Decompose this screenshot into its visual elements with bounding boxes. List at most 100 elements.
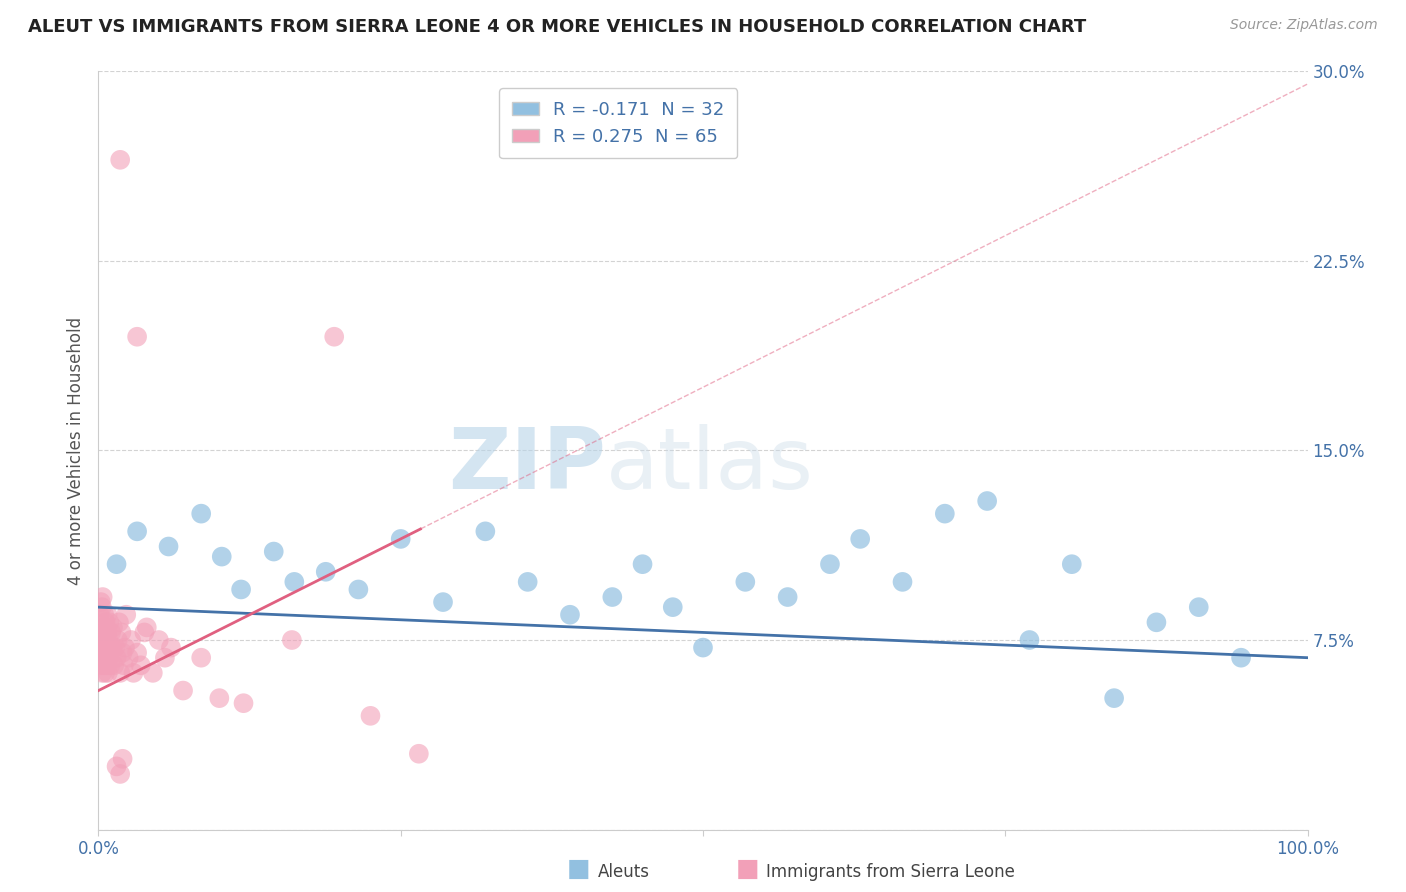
- Point: [100, 640, 122, 655]
- Point: [93, 658, 115, 673]
- Point: [90, 600, 112, 615]
- Point: [849, 532, 872, 546]
- Point: [89, 640, 111, 655]
- Point: [1146, 615, 1168, 630]
- Point: [96, 620, 118, 634]
- Point: [93, 607, 115, 622]
- Point: [98, 646, 121, 660]
- Point: [127, 330, 149, 344]
- Point: [662, 600, 685, 615]
- Point: [115, 607, 138, 622]
- Point: [96, 607, 118, 622]
- Point: [976, 494, 998, 508]
- Point: [818, 557, 841, 572]
- Point: [111, 752, 134, 766]
- Point: [120, 633, 142, 648]
- Point: [602, 590, 624, 604]
- Point: [408, 747, 430, 761]
- Point: [347, 582, 370, 597]
- Point: [1230, 650, 1253, 665]
- Y-axis label: 4 or more Vehicles in Household: 4 or more Vehicles in Household: [66, 317, 84, 584]
- Point: [190, 650, 212, 665]
- Point: [114, 640, 136, 655]
- Point: [96, 658, 118, 673]
- Point: [96, 625, 118, 640]
- Point: [108, 153, 131, 167]
- Point: [93, 625, 115, 640]
- Point: [153, 650, 176, 665]
- Point: [90, 625, 112, 640]
- Point: [94, 633, 117, 648]
- Text: ■: ■: [567, 857, 591, 881]
- Point: [157, 540, 180, 554]
- Point: [93, 640, 115, 655]
- Point: [97, 665, 120, 680]
- Point: [107, 633, 129, 648]
- Point: [432, 595, 454, 609]
- Point: [934, 507, 956, 521]
- Point: [96, 640, 118, 655]
- Point: [100, 625, 122, 640]
- Point: [190, 507, 212, 521]
- Point: [111, 646, 134, 660]
- Point: [108, 665, 131, 680]
- Point: [103, 658, 125, 673]
- Point: [315, 565, 337, 579]
- Point: [281, 633, 304, 648]
- Point: [108, 615, 131, 630]
- Point: [91, 650, 114, 665]
- Point: [93, 646, 115, 660]
- Point: [91, 620, 114, 634]
- Point: [101, 640, 124, 655]
- Point: [263, 544, 285, 558]
- Point: [232, 696, 254, 710]
- Legend: R = -0.171  N = 32, R = 0.275  N = 65: R = -0.171 N = 32, R = 0.275 N = 65: [499, 88, 737, 158]
- Point: [558, 607, 581, 622]
- Point: [734, 574, 756, 589]
- Point: [1018, 633, 1040, 648]
- Text: atlas: atlas: [606, 424, 814, 508]
- Point: [127, 646, 149, 660]
- Point: [389, 532, 412, 546]
- Point: [776, 590, 799, 604]
- Point: [90, 595, 112, 609]
- Point: [91, 590, 114, 604]
- Point: [90, 658, 112, 673]
- Point: [91, 633, 114, 648]
- Point: [891, 574, 914, 589]
- Point: [135, 620, 157, 634]
- Point: [148, 633, 170, 648]
- Text: Aleuts: Aleuts: [598, 863, 650, 881]
- Point: [208, 691, 231, 706]
- Point: [98, 615, 121, 630]
- Point: [108, 767, 131, 781]
- Point: [360, 708, 382, 723]
- Text: ■: ■: [735, 857, 759, 881]
- Point: [1188, 600, 1211, 615]
- Point: [142, 665, 165, 680]
- Point: [172, 683, 194, 698]
- Point: [94, 615, 117, 630]
- Text: ALEUT VS IMMIGRANTS FROM SIERRA LEONE 4 OR MORE VEHICLES IN HOUSEHOLD CORRELATIO: ALEUT VS IMMIGRANTS FROM SIERRA LEONE 4 …: [28, 18, 1087, 36]
- Point: [122, 665, 145, 680]
- Point: [89, 607, 111, 622]
- Point: [134, 625, 156, 640]
- Point: [97, 633, 120, 648]
- Point: [229, 582, 252, 597]
- Point: [516, 574, 538, 589]
- Point: [100, 658, 122, 673]
- Point: [110, 625, 132, 640]
- Point: [474, 524, 496, 539]
- Text: Source: ZipAtlas.com: Source: ZipAtlas.com: [1230, 18, 1378, 32]
- Point: [105, 650, 128, 665]
- Point: [283, 574, 305, 589]
- Text: ZIP: ZIP: [449, 424, 606, 508]
- Point: [97, 650, 120, 665]
- Point: [631, 557, 654, 572]
- Point: [127, 524, 149, 539]
- Point: [94, 650, 117, 665]
- Point: [118, 650, 141, 665]
- Point: [105, 759, 128, 773]
- Point: [94, 665, 117, 680]
- Point: [104, 640, 127, 655]
